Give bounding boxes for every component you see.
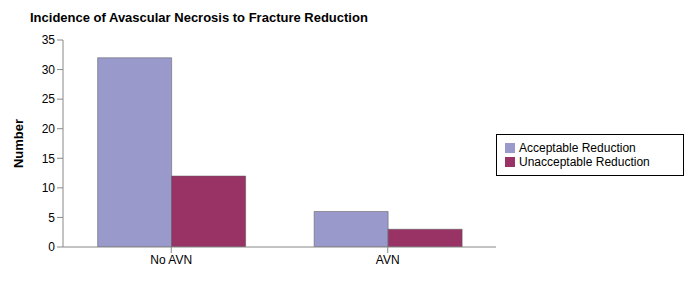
svg-text:20: 20 xyxy=(42,122,56,136)
svg-text:AVN: AVN xyxy=(376,253,400,267)
svg-text:Number: Number xyxy=(11,119,26,168)
svg-text:No AVN: No AVN xyxy=(150,253,192,267)
svg-text:15: 15 xyxy=(42,152,56,166)
svg-text:5: 5 xyxy=(48,211,55,225)
svg-text:30: 30 xyxy=(42,63,56,77)
svg-text:25: 25 xyxy=(42,92,56,106)
html-text:Acceptable Reduction: Acceptable Reduction xyxy=(519,140,636,155)
html-text:Incidence of Avascular Necrosi: Incidence of Avascular Necrosis to Fract… xyxy=(30,10,368,25)
html-text:Unacceptable Reduction: Unacceptable Reduction xyxy=(519,154,650,169)
svg-text:35: 35 xyxy=(42,33,56,47)
svg-text:0: 0 xyxy=(48,240,55,254)
svg-text:10: 10 xyxy=(42,181,56,195)
